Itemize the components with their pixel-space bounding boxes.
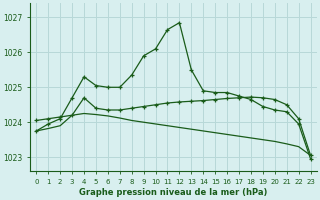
X-axis label: Graphe pression niveau de la mer (hPa): Graphe pression niveau de la mer (hPa) bbox=[79, 188, 268, 197]
